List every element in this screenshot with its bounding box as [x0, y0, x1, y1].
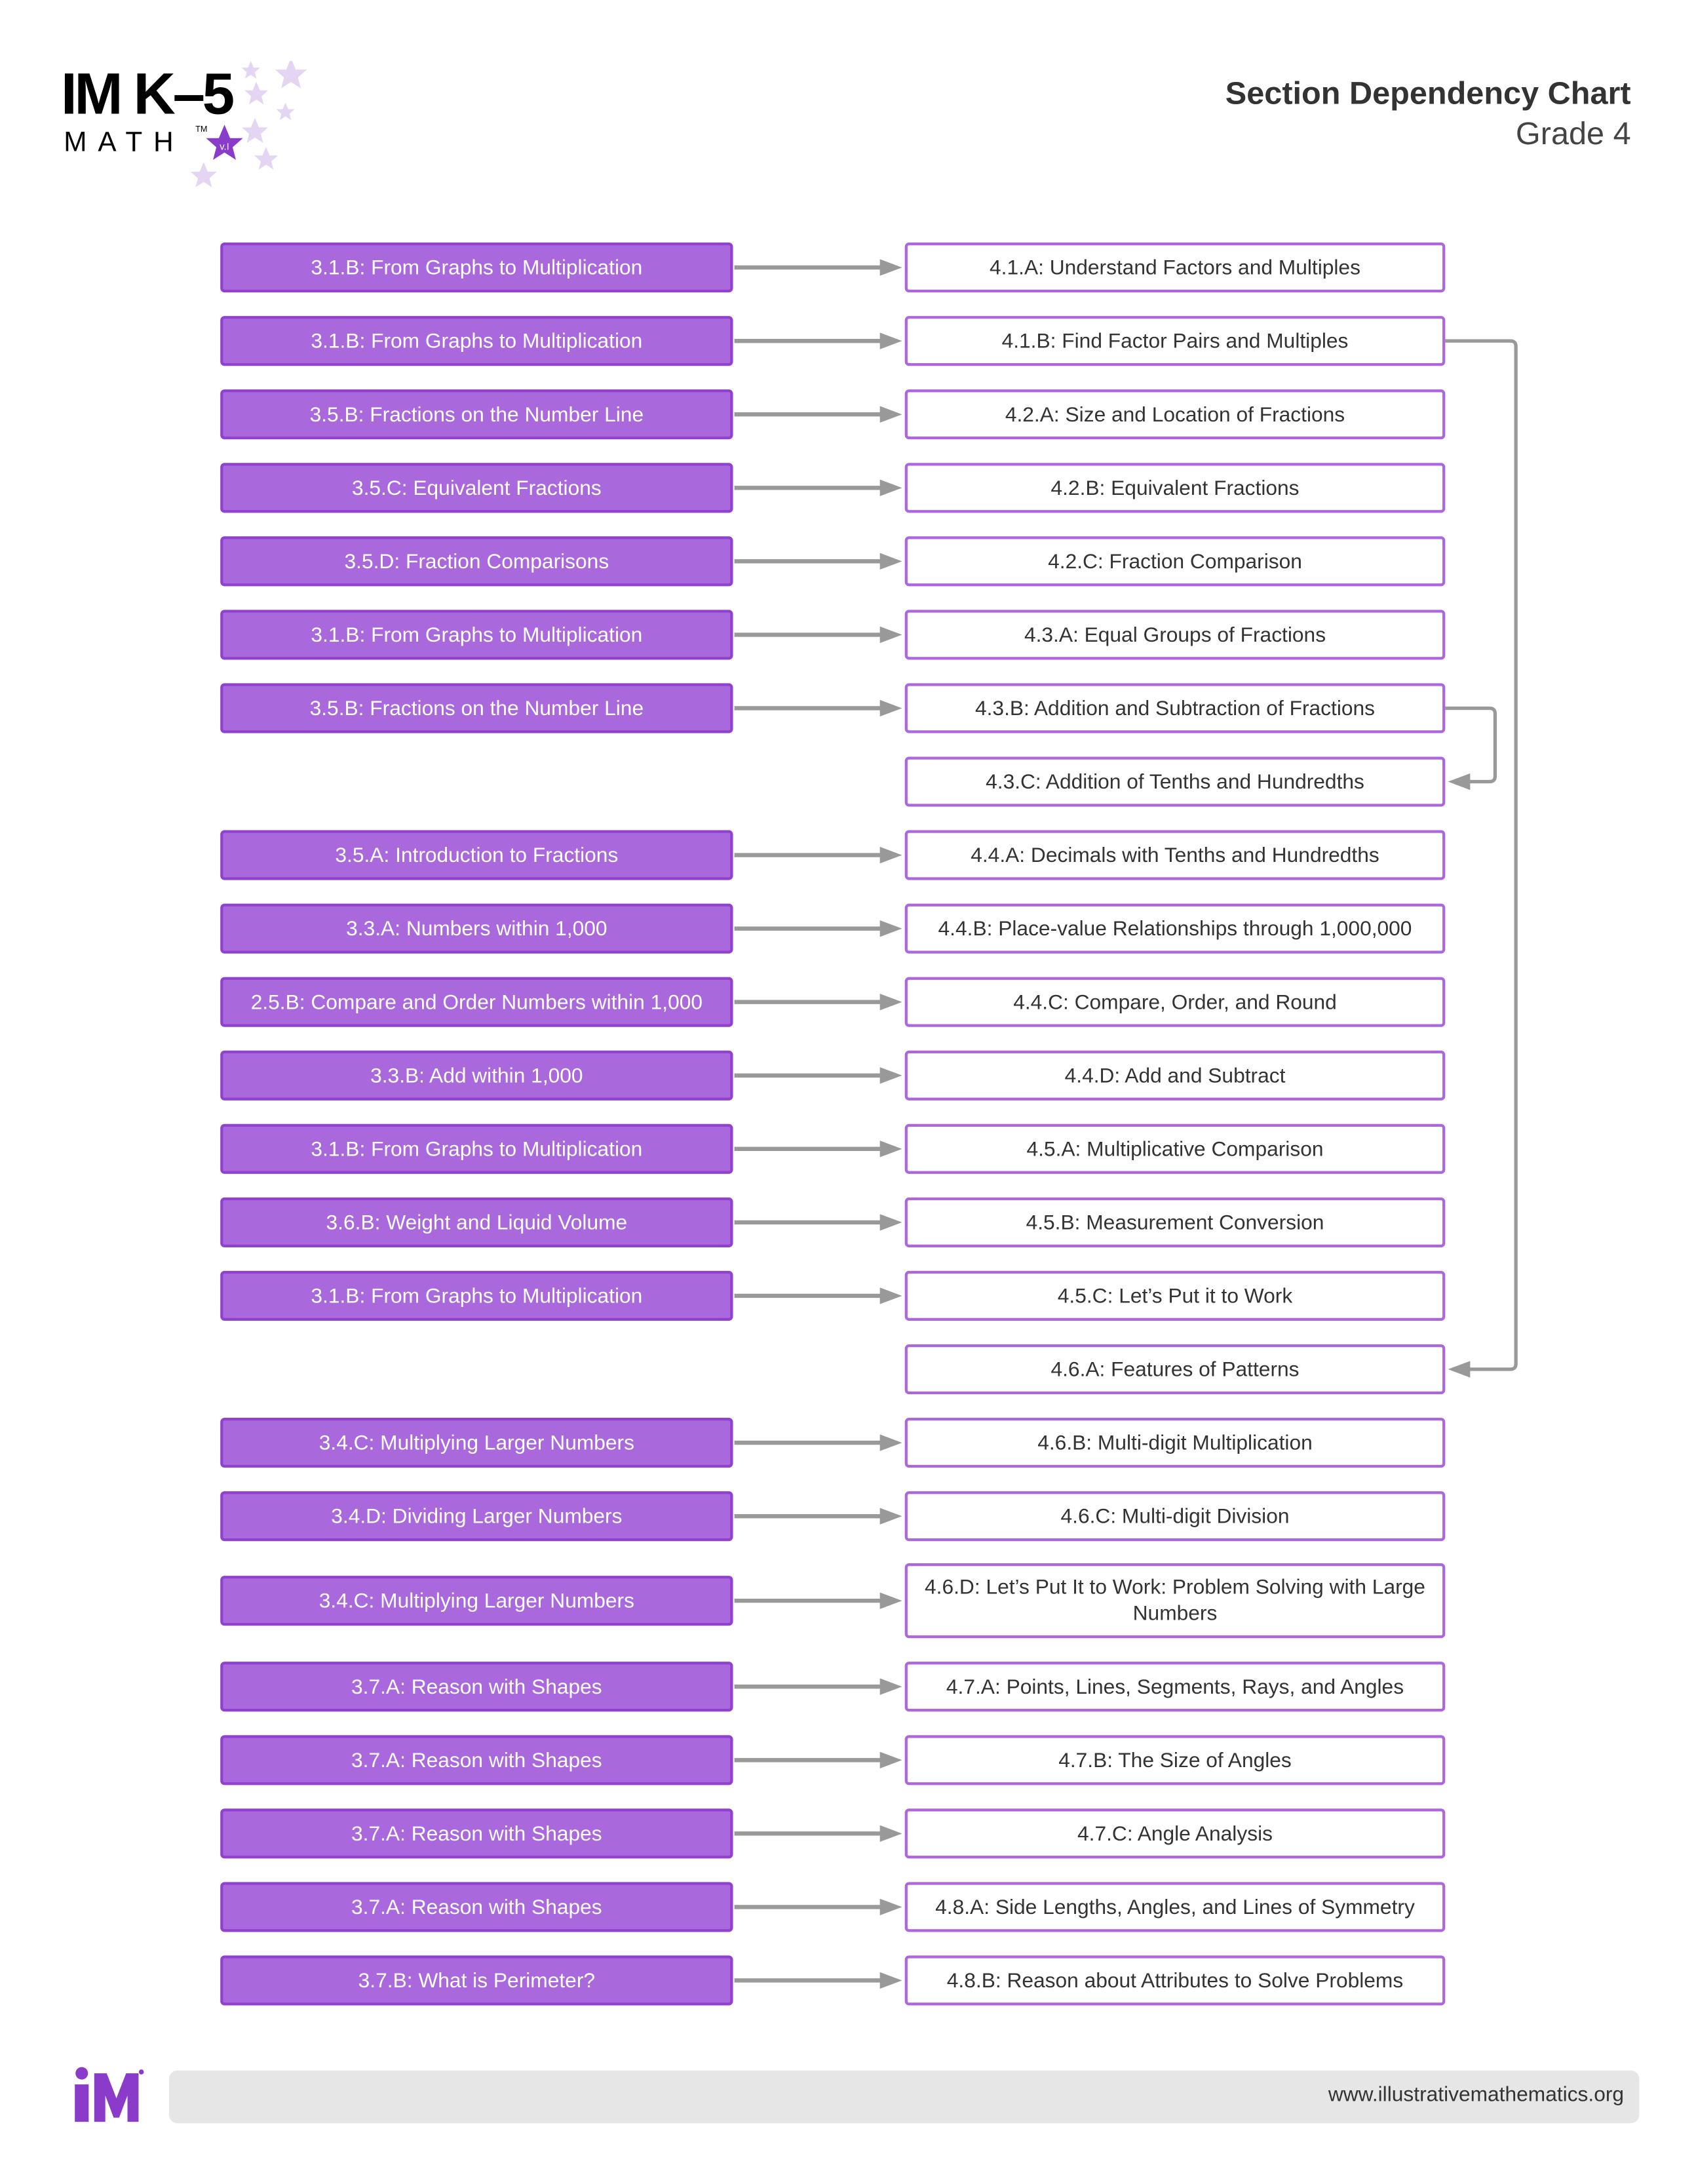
im-logo-icon [75, 2067, 144, 2122]
prerequisite-section-box[interactable]: 3.7.A: Reason with Shapes [220, 1882, 733, 1932]
logo-math: MATH [64, 127, 185, 159]
grade4-section-box[interactable]: 4.4.B: Place-value Relationships through… [904, 903, 1446, 954]
grade4-section-box[interactable]: 4.3.C: Addition of Tenths and Hundredths [904, 756, 1446, 807]
arrow-head-icon [879, 1067, 902, 1084]
arrow-head-icon [879, 1508, 902, 1525]
prerequisite-section-box[interactable]: 3.1.B: From Graphs to Multiplication [220, 610, 733, 660]
prerequisite-section-box[interactable]: 3.7.A: Reason with Shapes [220, 1662, 733, 1712]
prerequisite-section-box[interactable]: 3.5.B: Fractions on the Number Line [220, 683, 733, 733]
prerequisite-section-box[interactable]: 3.4.C: Multiplying Larger Numbers [220, 1418, 733, 1468]
arrow-head-icon [879, 553, 902, 570]
grade4-section-box[interactable]: 4.1.A: Understand Factors and Multiples [904, 243, 1446, 293]
arrow-head-icon [879, 1972, 902, 1989]
im-k5-math-logo: v.I IM K–5 MATH TM [61, 61, 317, 199]
arrow-head-icon [879, 1678, 902, 1695]
logo-tm: TM [195, 126, 208, 135]
arrow-head-icon [879, 259, 902, 276]
prerequisite-section-box[interactable]: 3.3.A: Numbers within 1,000 [220, 903, 733, 954]
prerequisite-section-box[interactable]: 3.7.A: Reason with Shapes [220, 1808, 733, 1859]
prerequisite-section-box[interactable]: 3.1.B: From Graphs to Multiplication [220, 316, 733, 366]
grade4-section-box[interactable]: 4.2.A: Size and Location of Fractions [904, 389, 1446, 440]
arrow-head-icon [879, 479, 902, 496]
grade4-section-box[interactable]: 4.5.A: Multiplicative Comparison [904, 1123, 1446, 1174]
page-subtitle: Grade 4 [1515, 115, 1631, 151]
grade4-section-box[interactable]: 4.2.C: Fraction Comparison [904, 536, 1446, 587]
grade4-section-box[interactable]: 4.7.C: Angle Analysis [904, 1808, 1446, 1859]
grade4-section-box[interactable]: 4.1.B: Find Factor Pairs and Multiples [904, 316, 1446, 366]
prerequisite-section-box[interactable]: 3.4.D: Dividing Larger Numbers [220, 1491, 733, 1542]
page-title: Section Dependency Chart [1225, 75, 1631, 111]
arrow-head-icon [879, 699, 902, 717]
prerequisite-section-box[interactable]: 3.5.A: Introduction to Fractions [220, 830, 733, 880]
grade4-section-box[interactable]: 4.4.D: Add and Subtract [904, 1050, 1446, 1101]
arrow-head-icon [879, 332, 902, 349]
grade4-section-box[interactable]: 4.6.D: Let’s Put It to Work: Problem Sol… [904, 1563, 1446, 1639]
arrow-head-icon [879, 1592, 902, 1609]
prerequisite-section-box[interactable]: 3.7.B: What is Perimeter? [220, 1955, 733, 2006]
grade4-section-box[interactable]: 4.6.B: Multi-digit Multiplication [904, 1418, 1446, 1468]
arrow-head-icon [879, 1141, 902, 1158]
prerequisite-section-box[interactable]: 2.5.B: Compare and Order Numbers within … [220, 977, 733, 1027]
prerequisite-section-box[interactable]: 3.3.B: Add within 1,000 [220, 1050, 733, 1101]
prerequisite-section-box[interactable]: 3.7.A: Reason with Shapes [220, 1735, 733, 1785]
grade4-section-box[interactable]: 4.3.A: Equal Groups of Fractions [904, 610, 1446, 660]
internal-link-4-1-B-to-4-6-A [1445, 339, 1518, 1371]
prerequisite-section-box[interactable]: 3.1.B: From Graphs to Multiplication [220, 1123, 733, 1174]
internal-link-4-3-B-to-4-3-C [1445, 706, 1497, 784]
arrow-head-icon [879, 1751, 902, 1768]
grade4-section-box[interactable]: 4.7.B: The Size of Angles [904, 1735, 1446, 1785]
grade4-section-box[interactable]: 4.4.A: Decimals with Tenths and Hundredt… [904, 830, 1446, 880]
grade4-section-box[interactable]: 4.5.C: Let’s Put it to Work [904, 1270, 1446, 1321]
prerequisite-section-box[interactable]: 3.5.C: Equivalent Fractions [220, 463, 733, 513]
stars-decoration-icon: v.I [190, 61, 307, 187]
prerequisite-section-box[interactable]: 3.6.B: Weight and Liquid Volume [220, 1197, 733, 1247]
arrow-head-icon [1448, 773, 1471, 790]
grade4-section-box[interactable]: 4.6.C: Multi-digit Division [904, 1491, 1446, 1542]
version-label: v.I [220, 142, 229, 152]
grade4-section-box[interactable]: 4.4.C: Compare, Order, and Round [904, 977, 1446, 1027]
arrow-head-icon [879, 1434, 902, 1451]
grade4-section-box[interactable]: 4.5.B: Measurement Conversion [904, 1197, 1446, 1247]
arrow-head-icon [879, 1287, 902, 1304]
grade4-section-box[interactable]: 4.2.B: Equivalent Fractions [904, 463, 1446, 513]
grade4-section-box[interactable]: 4.6.A: Features of Patterns [904, 1344, 1446, 1395]
arrow-head-icon [879, 626, 902, 644]
prerequisite-section-box[interactable]: 3.1.B: From Graphs to Multiplication [220, 1270, 733, 1321]
arrow-head-icon [879, 1898, 902, 1916]
arrow-head-icon [879, 920, 902, 937]
footer-bar [168, 2070, 1640, 2124]
grade4-section-box[interactable]: 4.3.B: Addition and Subtraction of Fract… [904, 683, 1446, 733]
grade4-section-box[interactable]: 4.7.A: Points, Lines, Segments, Rays, an… [904, 1662, 1446, 1712]
arrow-head-icon [1448, 1361, 1471, 1378]
prerequisite-section-box[interactable]: 3.5.D: Fraction Comparisons [220, 536, 733, 587]
arrow-head-icon [879, 1825, 902, 1843]
arrow-head-icon [879, 1214, 902, 1231]
arrow-head-icon [879, 994, 902, 1011]
prerequisite-section-box[interactable]: 3.5.B: Fractions on the Number Line [220, 389, 733, 440]
arrow-head-icon [879, 406, 902, 423]
grade4-section-box[interactable]: 4.8.A: Side Lengths, Angles, and Lines o… [904, 1882, 1446, 1932]
im-footer-logo: iM [72, 2065, 147, 2126]
logo-im-k5: IM K–5 [61, 61, 235, 127]
arrow-head-icon [879, 846, 902, 864]
prerequisite-section-box[interactable]: 3.4.C: Multiplying Larger Numbers [220, 1576, 733, 1626]
prerequisite-section-box[interactable]: 3.1.B: From Graphs to Multiplication [220, 243, 733, 293]
footer-url[interactable]: www.illustrativemathematics.org [1328, 2082, 1625, 2107]
grade4-section-box[interactable]: 4.8.B: Reason about Attributes to Solve … [904, 1955, 1446, 2006]
